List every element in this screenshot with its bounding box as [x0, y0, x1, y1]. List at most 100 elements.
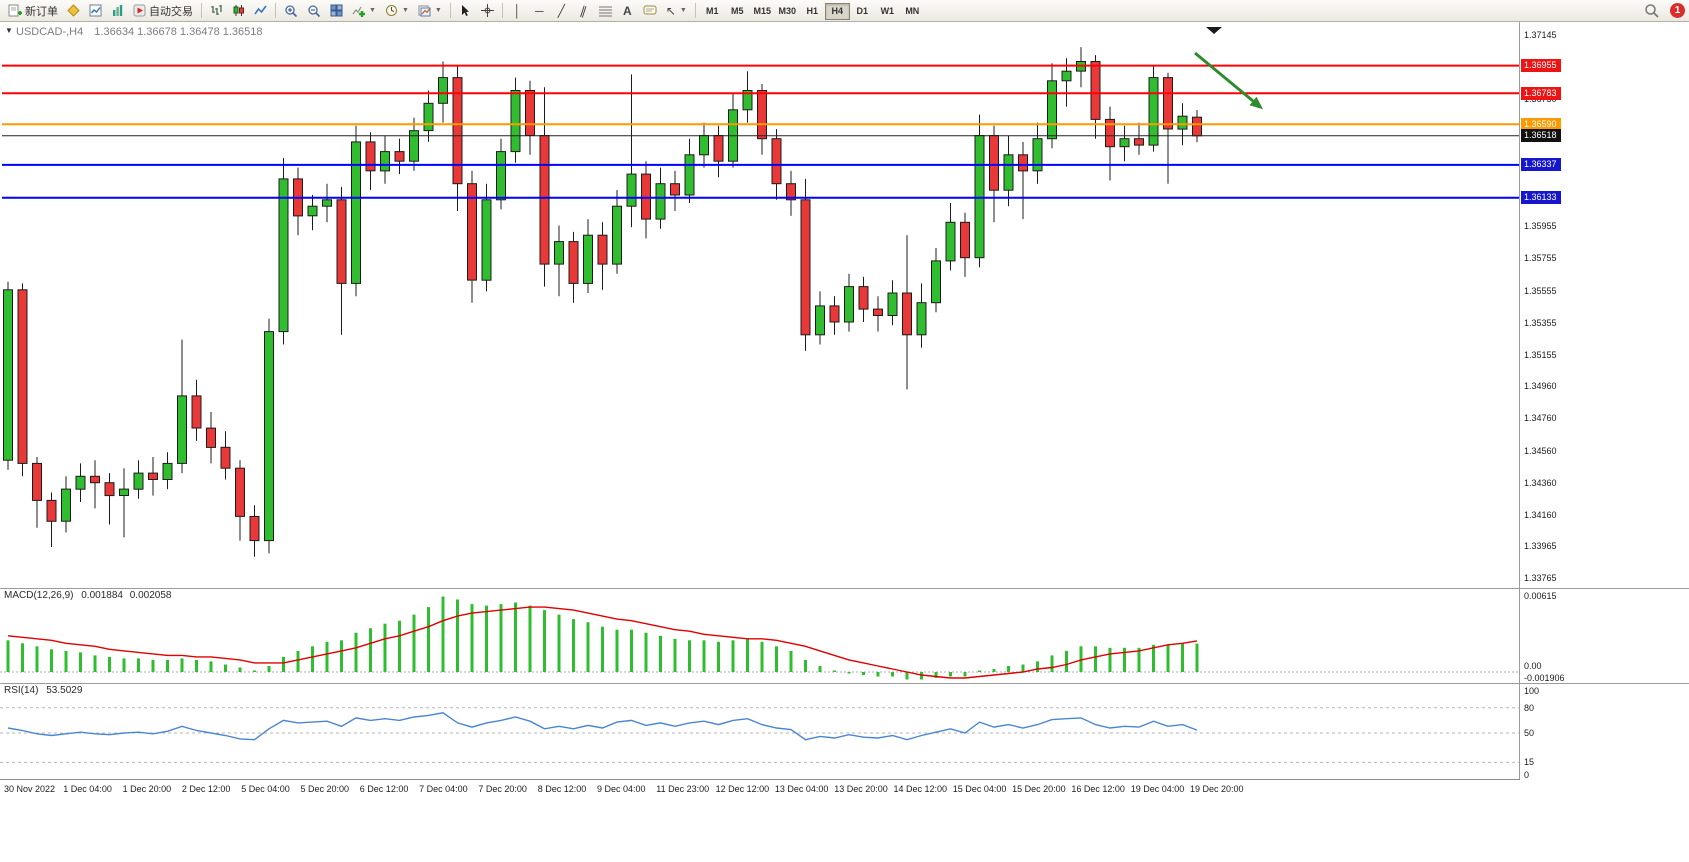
- candle-down: [452, 77, 463, 185]
- text-button[interactable]: A: [622, 3, 632, 18]
- rsi-pane[interactable]: RSI(14) 53.5029: [0, 683, 1519, 779]
- crosshair-button[interactable]: [477, 1, 498, 21]
- macd-histogram-bar: [180, 658, 184, 672]
- macd-histogram-bar: [934, 672, 938, 678]
- pane-separator[interactable]: [0, 683, 1689, 684]
- vertical-line-button[interactable]: │: [513, 3, 522, 18]
- timeframe-button-m30[interactable]: M30: [778, 6, 797, 17]
- arrow-annotation-head: [1249, 96, 1264, 110]
- candlestick-chart[interactable]: [0, 22, 1519, 588]
- periods-button[interactable]: ▼: [381, 1, 413, 21]
- fibonacci-icon: [598, 6, 612, 16]
- macd-histogram-bar: [731, 640, 735, 672]
- new-order-button[interactable]: 新订单: [4, 1, 62, 21]
- candle-up: [699, 135, 709, 156]
- arrow-annotation[interactable]: [1194, 51, 1254, 103]
- autotrading-button[interactable]: 自动交易: [129, 1, 197, 21]
- macd-histogram-bar: [282, 656, 285, 672]
- cursor-icon: [462, 5, 470, 16]
- arrows-button[interactable]: ↖ ▼: [662, 1, 691, 21]
- time-axis-label: 13 Dec 20:00: [834, 784, 888, 794]
- price-axis[interactable]: 1.371451.369451.367501.359551.357551.355…: [1520, 22, 1689, 798]
- text-label-button[interactable]: [639, 1, 661, 21]
- fibonacci-button[interactable]: [595, 1, 616, 21]
- market-watch-button[interactable]: [107, 1, 128, 21]
- candle-down: [394, 151, 405, 162]
- metaeditor-button[interactable]: [63, 1, 84, 21]
- macd-histogram-bar: [79, 652, 82, 672]
- zoom-in-button[interactable]: [280, 1, 302, 21]
- macd-histogram-bar: [760, 641, 764, 672]
- timeframe-group: M1 M5 M15 M30 H1 H4 D1 W1 MN: [700, 1, 925, 20]
- candle-up: [380, 151, 390, 172]
- macd-axis-max: 0.00615: [1524, 591, 1557, 601]
- channel-button[interactable]: ∥: [578, 2, 589, 19]
- timeframe-button-m15[interactable]: M15: [753, 6, 772, 17]
- indicators-button[interactable]: ▼: [348, 1, 380, 21]
- macd-histogram-bar: [499, 604, 503, 672]
- macd-histogram-bar: [166, 659, 169, 672]
- macd-histogram-bar: [1137, 647, 1141, 672]
- toolbar-separator: [201, 3, 202, 18]
- line-chart-button[interactable]: [250, 1, 271, 21]
- macd-histogram-bar: [746, 638, 749, 672]
- new-chart-icon: [89, 4, 102, 17]
- macd-histogram-bar: [775, 646, 778, 672]
- price-tick-label: 1.35755: [1524, 253, 1557, 264]
- templates-button[interactable]: ▼: [414, 1, 446, 21]
- timeframe-button-mn[interactable]: MN: [905, 6, 920, 17]
- timeframe-button-h4[interactable]: H4: [824, 2, 850, 20]
- price-badge: 1.36590: [1521, 117, 1561, 131]
- candle-up: [3, 289, 13, 461]
- candle-down: [90, 475, 100, 484]
- timeframe-button-m5[interactable]: M5: [731, 6, 744, 17]
- macd-name: MACD(12,26,9): [4, 590, 74, 601]
- timeframe-button-h1[interactable]: H1: [806, 6, 819, 17]
- macd-histogram-bar: [528, 605, 532, 672]
- macd-histogram-bar: [1195, 643, 1199, 672]
- rsi-chart[interactable]: [0, 683, 1519, 779]
- macd-value-main: 0.001884: [81, 590, 123, 601]
- bar-chart-button[interactable]: [206, 1, 227, 21]
- new-chart-button[interactable]: [85, 1, 106, 21]
- metaeditor-icon: [67, 4, 80, 17]
- chart-shift-marker[interactable]: [1206, 27, 1222, 34]
- candle-up: [815, 305, 825, 336]
- trendline-button[interactable]: ╱: [557, 3, 565, 18]
- main-chart-pane[interactable]: ▼ USDCAD-,H4 1.36634 1.36678 1.36478 1.3…: [0, 22, 1519, 588]
- candlestick-chart-button[interactable]: [228, 1, 249, 21]
- timeframe-button-m1[interactable]: M1: [706, 6, 719, 17]
- time-axis[interactable]: 30 Nov 2022 1 Dec 04:00 1 Dec 20:00 2 Dec 1…: [0, 779, 1689, 798]
- macd-histogram-bar: [412, 614, 416, 672]
- search-button[interactable]: [1640, 1, 1663, 21]
- notification-badge[interactable]: 1: [1670, 3, 1685, 18]
- macd-histogram-bar: [195, 659, 198, 672]
- macd-histogram-bar: [441, 596, 445, 672]
- macd-histogram-bar: [470, 604, 474, 672]
- candle-up: [612, 205, 622, 265]
- cursor-button[interactable]: [455, 1, 476, 21]
- macd-value-signal: 0.002058: [129, 590, 172, 601]
- tile-windows-button[interactable]: [326, 1, 347, 21]
- macd-histogram-bar: [137, 658, 140, 672]
- autotrading-icon: [133, 4, 146, 17]
- macd-pane[interactable]: MACD(12,26,9) 0.001884 0.002058: [0, 588, 1519, 683]
- horizontal-line-button[interactable]: ─: [535, 3, 544, 18]
- timeframe-button-w1[interactable]: W1: [880, 6, 895, 17]
- zoom-out-button[interactable]: [303, 1, 325, 21]
- price-badge: 1.36955: [1521, 59, 1561, 73]
- macd-histogram-bar: [340, 640, 343, 672]
- timeframe-button-d1[interactable]: D1: [856, 6, 869, 17]
- ohlc-values: 1.36634 1.36678 1.36478 1.36518: [94, 26, 263, 38]
- one-click-trading-toggle[interactable]: ▼: [5, 26, 13, 35]
- time-axis-label: 15 Dec 20:00: [1012, 784, 1066, 794]
- macd-histogram-bar: [601, 626, 604, 672]
- macd-chart[interactable]: [0, 588, 1519, 683]
- time-axis-label: 7 Dec 04:00: [419, 784, 468, 794]
- macd-histogram-bar: [209, 661, 213, 672]
- clock-icon: [385, 5, 397, 16]
- pane-separator[interactable]: [0, 588, 1689, 589]
- candle-down: [960, 221, 970, 259]
- macd-histogram-bar: [1094, 646, 1097, 672]
- macd-histogram-bar: [572, 619, 575, 672]
